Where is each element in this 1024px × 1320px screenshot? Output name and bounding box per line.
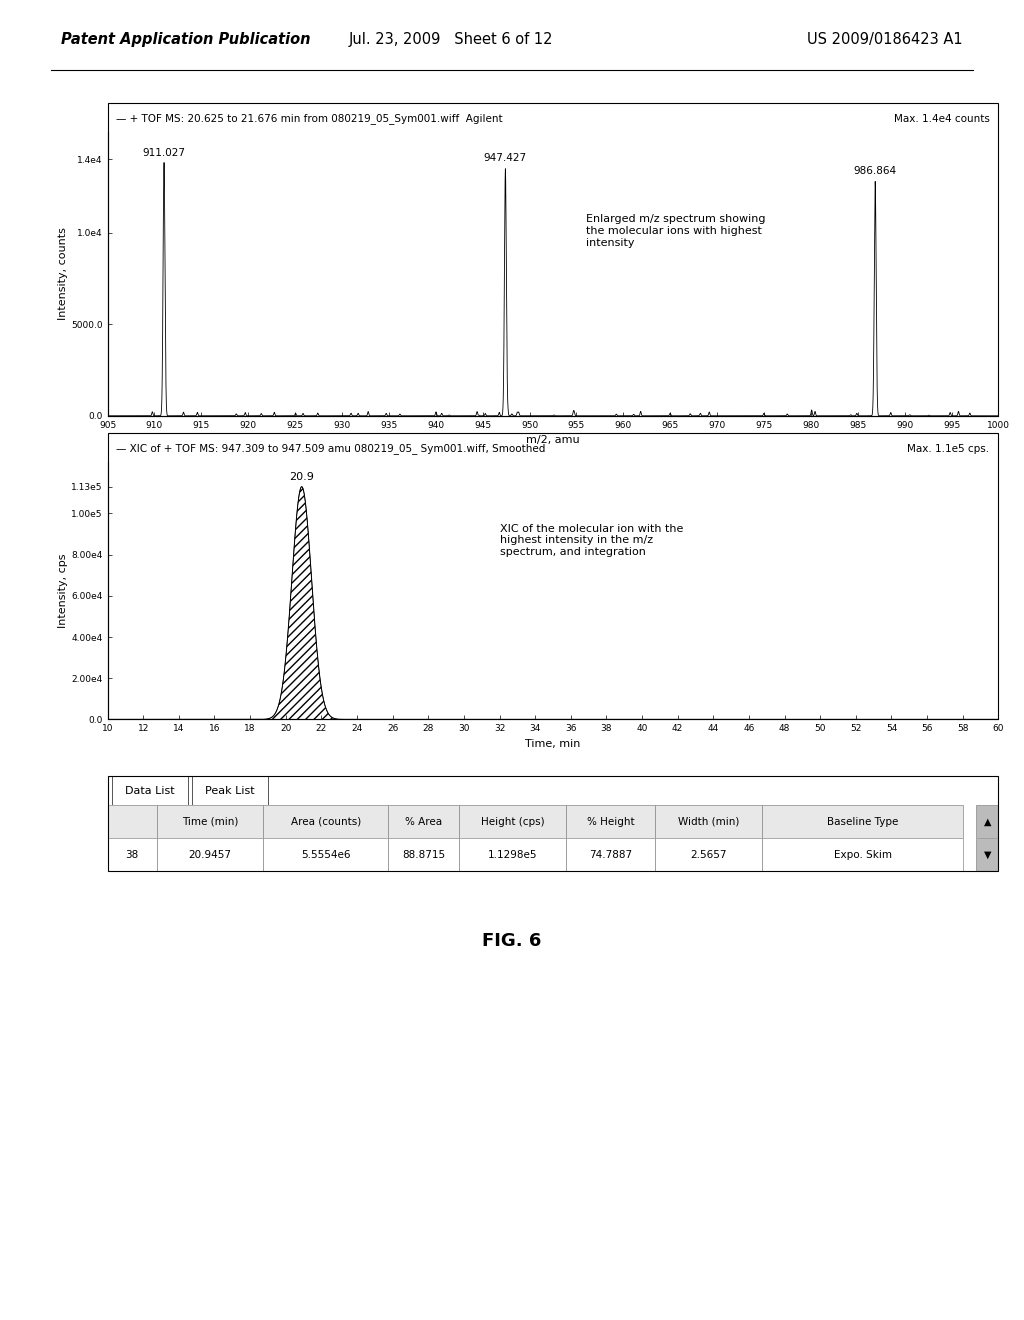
Text: Area (counts): Area (counts)	[291, 817, 360, 826]
Text: — XIC of + TOF MS: 947.309 to 947.509 amu 080219_05_ Sym001.wiff, Smoothed: — XIC of + TOF MS: 947.309 to 947.509 am…	[117, 444, 546, 454]
Bar	[388, 805, 460, 838]
Text: Patent Application Publication: Patent Application Publication	[61, 33, 311, 48]
Text: Enlarged m/z spectrum showing
the molecular ions with highest
intensity: Enlarged m/z spectrum showing the molecu…	[586, 214, 765, 248]
Text: Peak List: Peak List	[205, 785, 255, 796]
Text: Max. 1.1e5 cps.: Max. 1.1e5 cps.	[907, 444, 989, 454]
Text: 1.1298e5: 1.1298e5	[488, 850, 538, 859]
Bar	[655, 838, 762, 871]
Text: Baseline Type: Baseline Type	[826, 817, 898, 826]
Y-axis label: Intensity, counts: Intensity, counts	[58, 227, 69, 321]
Bar	[112, 776, 187, 805]
Text: ▲: ▲	[983, 817, 991, 826]
Bar	[655, 805, 762, 838]
Text: XIC of the molecular ion with the
highest intensity in the m/z
spectrum, and int: XIC of the molecular ion with the highes…	[500, 524, 683, 557]
Text: US 2009/0186423 A1: US 2009/0186423 A1	[807, 33, 963, 48]
Text: Data List: Data List	[125, 785, 175, 796]
Text: % Area: % Area	[406, 817, 442, 826]
Bar	[157, 805, 263, 838]
Text: — + TOF MS: 20.625 to 21.676 min from 080219_05_Sym001.wiff  Agilent: — + TOF MS: 20.625 to 21.676 min from 08…	[117, 114, 503, 124]
Text: % Height: % Height	[587, 817, 635, 826]
Bar	[762, 838, 963, 871]
Text: Max. 1.4e4 counts: Max. 1.4e4 counts	[894, 114, 989, 124]
Bar	[762, 805, 963, 838]
Text: Expo. Skim: Expo. Skim	[834, 850, 892, 859]
Text: 20.9: 20.9	[290, 471, 314, 482]
Text: 947.427: 947.427	[483, 153, 527, 164]
X-axis label: m/2, amu: m/2, amu	[526, 436, 580, 445]
Text: 88.8715: 88.8715	[402, 850, 445, 859]
Bar	[566, 838, 655, 871]
Bar	[566, 805, 655, 838]
Text: Height (cps): Height (cps)	[481, 817, 545, 826]
Bar	[193, 776, 268, 805]
Text: 986.864: 986.864	[854, 166, 897, 176]
Text: 911.027: 911.027	[142, 148, 185, 157]
Text: 2.5657: 2.5657	[690, 850, 727, 859]
Bar	[388, 838, 460, 871]
Text: 38: 38	[125, 850, 138, 859]
Bar	[460, 805, 566, 838]
Y-axis label: Intensity, cps: Intensity, cps	[58, 553, 69, 628]
Text: Width (min): Width (min)	[678, 817, 739, 826]
Text: 74.7887: 74.7887	[589, 850, 633, 859]
Text: ▼: ▼	[983, 850, 991, 859]
Text: Time (min): Time (min)	[182, 817, 239, 826]
Bar	[263, 838, 388, 871]
Text: FIG. 6: FIG. 6	[482, 932, 542, 949]
Bar	[108, 805, 157, 838]
Text: 20.9457: 20.9457	[188, 850, 231, 859]
Text: 5.5554e6: 5.5554e6	[301, 850, 350, 859]
Bar	[976, 805, 998, 838]
Text: Jul. 23, 2009   Sheet 6 of 12: Jul. 23, 2009 Sheet 6 of 12	[348, 33, 553, 48]
Bar	[263, 805, 388, 838]
Bar	[157, 838, 263, 871]
Bar	[976, 838, 998, 871]
X-axis label: Time, min: Time, min	[525, 739, 581, 748]
Bar	[460, 838, 566, 871]
Bar	[108, 838, 157, 871]
